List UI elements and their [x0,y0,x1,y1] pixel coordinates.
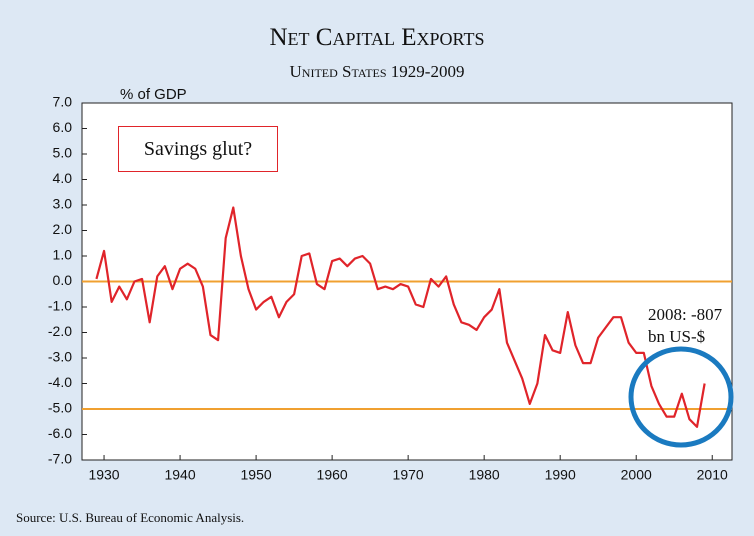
annotation-box: Savings glut? [118,126,278,172]
y-tick-label: 4.0 [53,170,73,186]
x-tick-label: 1940 [164,467,195,483]
y-tick-label: 3.0 [53,196,73,212]
highlight-circle [628,346,734,448]
x-tick-label: 2000 [621,467,652,483]
x-tick-label: 2010 [697,467,728,483]
y-tick-label: 5.0 [53,145,73,161]
chart-subtitle: United States 1929-2009 [289,62,465,81]
y-tick-label: 1.0 [53,247,73,263]
y-tick-label: -1.0 [48,298,72,314]
y-tick-label: 2.0 [53,221,73,237]
y-tick-label: -6.0 [48,425,72,441]
y-tick-label: -2.0 [48,323,72,339]
y-tick-label: -5.0 [48,400,72,416]
y-tick-label: 7.0 [53,94,73,110]
data-line [95,206,706,428]
annotation: 2008: -807 bn US-$ [648,305,723,346]
y-tick-label: 6.0 [53,119,73,135]
x-tick-label: 1950 [241,467,272,483]
y-tick-label: -7.0 [48,451,72,467]
source: Source: U.S. Bureau of Economic Analysis… [16,510,245,525]
y-tick-label: -3.0 [48,349,72,365]
x-tick-label: 1980 [469,467,500,483]
x-tick-label: 1970 [393,467,424,483]
chart-title: Net Capital Exports [269,24,485,51]
x-tick-label: 1990 [545,467,576,483]
y-tick-label: -4.0 [48,374,72,390]
y-tick-label: 0.0 [53,272,73,288]
x-tick-label: 1930 [88,467,119,483]
x-tick-label: 1960 [317,467,348,483]
y-axis-label: % of GDP [120,86,187,103]
